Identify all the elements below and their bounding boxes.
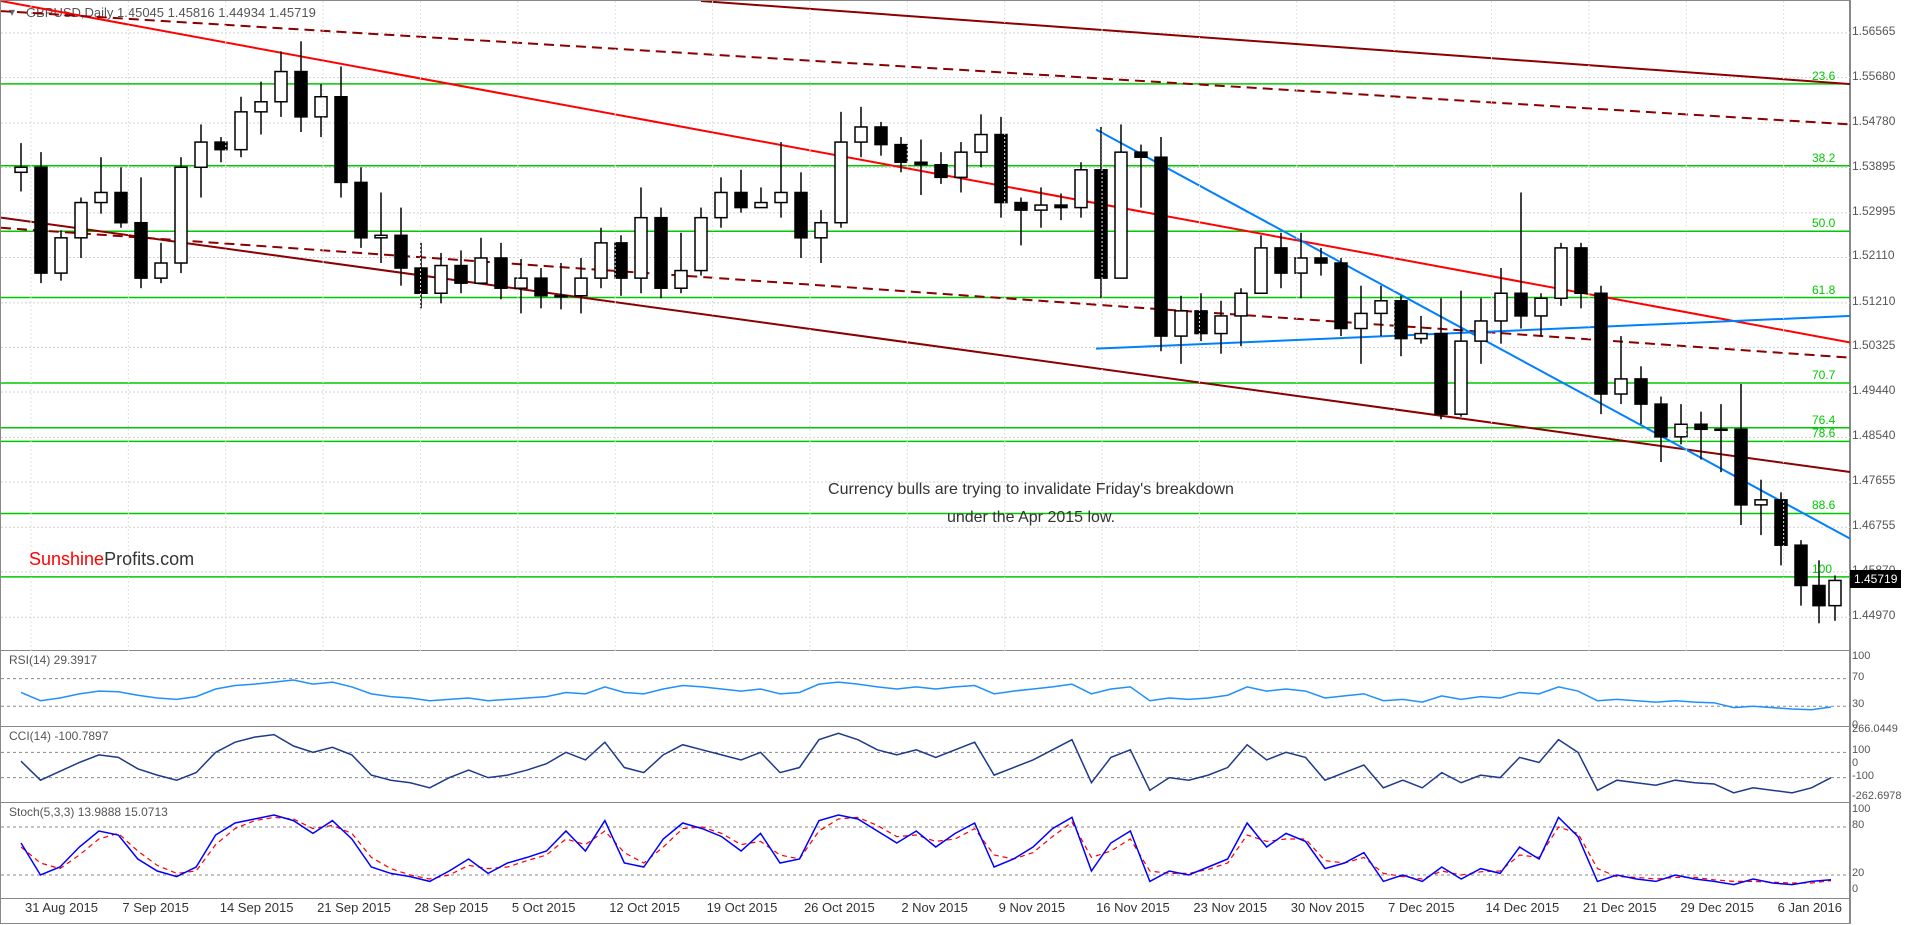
cci-ytick: -100 xyxy=(1852,770,1874,782)
fib-label: 38.2 xyxy=(1812,151,1835,165)
x-axis-label: 30 Nov 2015 xyxy=(1291,900,1365,915)
price-panel[interactable]: ▾ GBPUSD,Daily 1.45045 1.45816 1.44934 1… xyxy=(1,1,1851,651)
price-ytick: 1.44970 xyxy=(1852,608,1895,622)
price-ytick: 1.51210 xyxy=(1852,294,1895,308)
x-axis-label: 19 Oct 2015 xyxy=(707,900,778,915)
x-axis-label: 28 Sep 2015 xyxy=(414,900,488,915)
rsi-ytick: 30 xyxy=(1852,698,1864,710)
cci-ytick: 0 xyxy=(1852,757,1858,769)
x-axis-label: 7 Sep 2015 xyxy=(122,900,189,915)
fib-label: 70.7 xyxy=(1812,368,1835,382)
x-axis-label: 29 Dec 2015 xyxy=(1680,900,1754,915)
price-ytick: 1.50325 xyxy=(1852,338,1895,352)
x-axis-label: 2 Nov 2015 xyxy=(901,900,968,915)
x-axis-label: 21 Dec 2015 xyxy=(1583,900,1657,915)
x-axis-label: 21 Sep 2015 xyxy=(317,900,391,915)
fib-label: 61.8 xyxy=(1812,283,1835,297)
cci-panel[interactable]: CCI(14) -100.7897 xyxy=(1,727,1851,803)
stoch-panel[interactable]: Stoch(5,3,3) 13.9888 15.0713 xyxy=(1,803,1851,899)
cci-ytick: 266.0449 xyxy=(1852,723,1898,735)
cci-ytick: 100 xyxy=(1852,744,1870,756)
price-ytick: 1.54780 xyxy=(1852,114,1895,128)
x-axis-label: 12 Oct 2015 xyxy=(609,900,680,915)
stoch-ytick: 0 xyxy=(1852,883,1858,895)
x-axis-label: 26 Oct 2015 xyxy=(804,900,875,915)
stoch-ytick: 80 xyxy=(1852,819,1864,831)
fib-label: 23.6 xyxy=(1812,69,1835,83)
current-price-box: 1.45719 xyxy=(1850,570,1901,588)
price-ytick: 1.56565 xyxy=(1852,24,1895,38)
fib-label: 100 xyxy=(1812,562,1832,576)
stoch-ytick: 20 xyxy=(1852,867,1864,879)
price-ytick: 1.53895 xyxy=(1852,159,1895,173)
price-ytick: 1.47655 xyxy=(1852,473,1895,487)
watermark-part1: Sunshine xyxy=(29,549,104,569)
fib-label: 78.6 xyxy=(1812,426,1835,440)
x-axis-label: 5 Oct 2015 xyxy=(512,900,576,915)
price-ytick: 1.52110 xyxy=(1852,248,1895,262)
chart-container: ▾ GBPUSD,Daily 1.45045 1.45816 1.44934 1… xyxy=(0,0,1850,924)
cci-ytick: -262.6978 xyxy=(1852,790,1902,802)
annotation-line-2: under the Apr 2015 low. xyxy=(646,509,1416,527)
price-ytick: 1.46755 xyxy=(1852,518,1895,532)
price-ytick: 1.55680 xyxy=(1852,69,1895,83)
price-ytick: 1.48540 xyxy=(1852,428,1895,442)
x-axis-label: 31 Aug 2015 xyxy=(25,900,98,915)
fib-label: 50.0 xyxy=(1812,216,1835,230)
x-axis-label: 14 Sep 2015 xyxy=(220,900,294,915)
x-axis-label: 14 Dec 2015 xyxy=(1486,900,1560,915)
stoch-ytick: 100 xyxy=(1852,803,1870,815)
x-axis-label: 7 Dec 2015 xyxy=(1388,900,1455,915)
x-axis-label: 23 Nov 2015 xyxy=(1193,900,1267,915)
x-axis-label: 16 Nov 2015 xyxy=(1096,900,1170,915)
annotation-line-1: Currency bulls are trying to invalidate … xyxy=(646,481,1416,499)
watermark: SunshineProfits.com xyxy=(29,549,194,570)
fib-label: 88.6 xyxy=(1812,498,1835,512)
fib-label: 76.4 xyxy=(1812,413,1835,427)
y-axis xyxy=(1850,0,1908,924)
rsi-ytick: 70 xyxy=(1852,671,1864,683)
x-axis-label: 9 Nov 2015 xyxy=(999,900,1066,915)
x-axis-label: 6 Jan 2016 xyxy=(1778,900,1842,915)
rsi-ytick: 100 xyxy=(1852,650,1870,662)
price-ytick: 1.52995 xyxy=(1852,204,1895,218)
price-ytick: 1.49440 xyxy=(1852,383,1895,397)
rsi-panel[interactable]: RSI(14) 29.3917 xyxy=(1,651,1851,727)
watermark-part2: Profits.com xyxy=(104,549,194,569)
